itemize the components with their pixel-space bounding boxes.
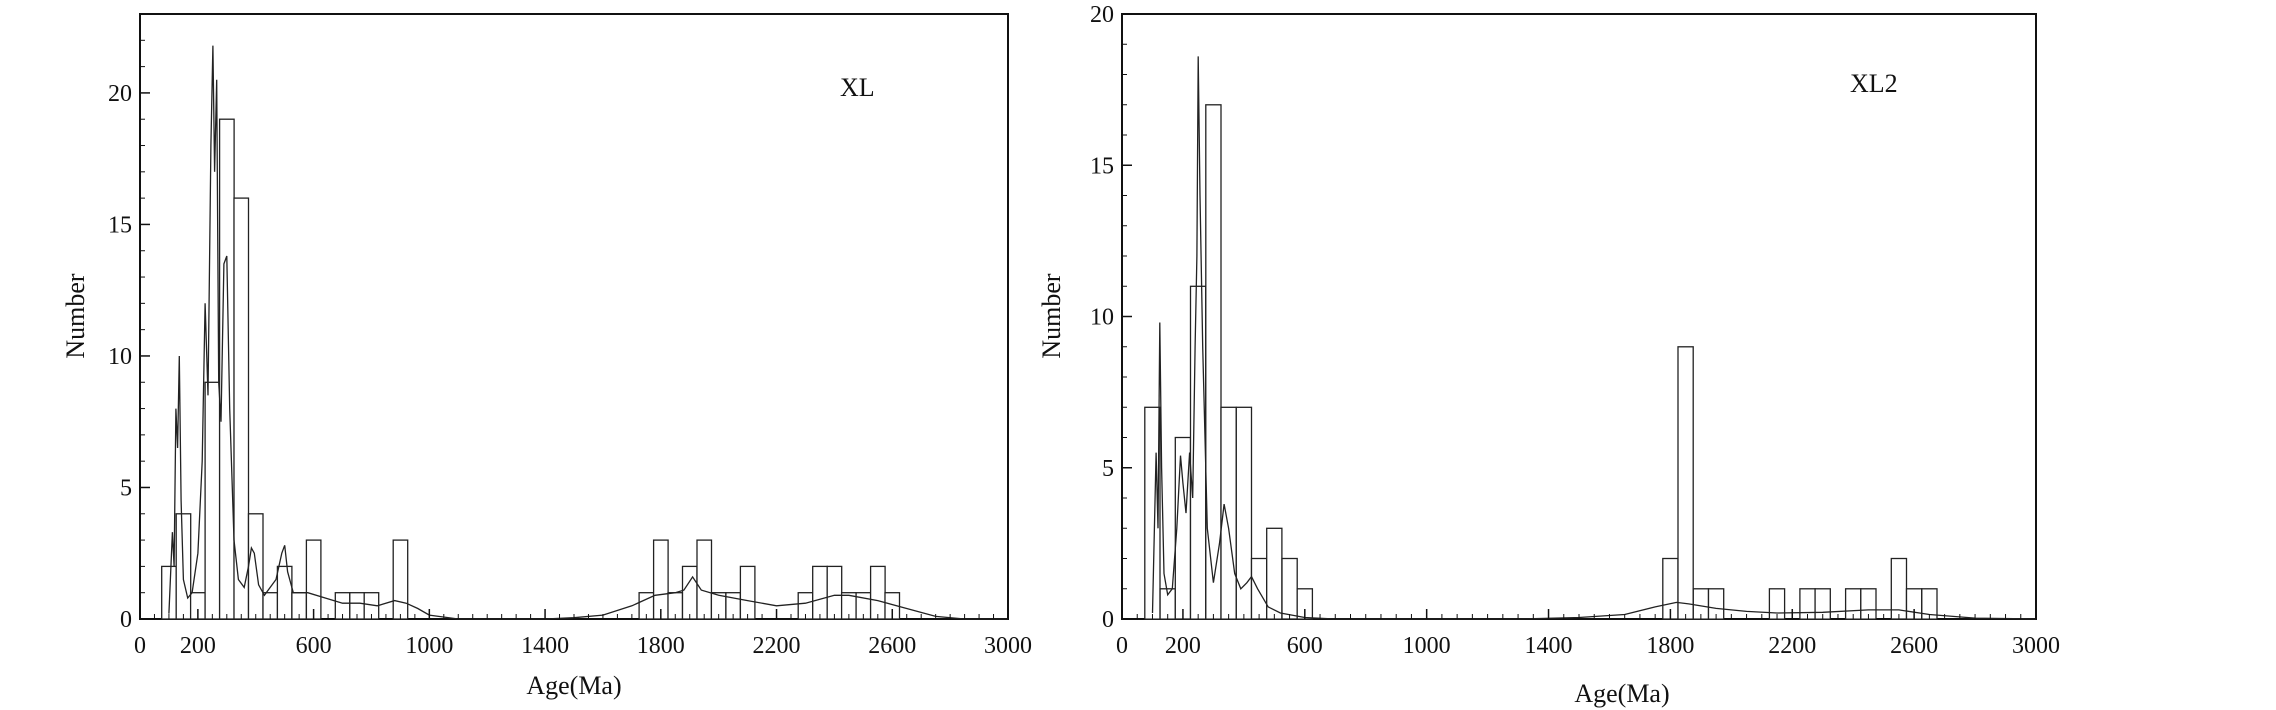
histogram-bar xyxy=(696,539,713,620)
density-curve xyxy=(168,45,1008,620)
histogram-bar xyxy=(1266,527,1283,620)
plot-frame xyxy=(1121,13,2037,620)
x-tick-label: 600 xyxy=(296,633,332,659)
y-tick-label: 15 xyxy=(108,212,132,238)
histogram-bar xyxy=(1677,346,1694,620)
x-tick-label: 3000 xyxy=(2012,633,2060,659)
axes: 0 200 600 1000 1400 1800 2200 2600 3000 0 5 10 15 20 xyxy=(108,39,1032,659)
x-axis-title: Age(Ma) xyxy=(526,671,621,700)
histogram-bar xyxy=(826,565,843,620)
density-curve xyxy=(1151,56,2037,620)
histogram-bar xyxy=(739,565,756,620)
y-tick-label: 10 xyxy=(108,344,132,370)
histogram-bar xyxy=(1205,104,1222,620)
y-axis-title: Number xyxy=(61,273,90,359)
x-tick-label: 1000 xyxy=(1403,633,1451,659)
panel-label: XL xyxy=(840,73,875,102)
histogram-bar xyxy=(681,565,698,620)
histogram-bar xyxy=(1281,557,1298,620)
y-tick-label: 20 xyxy=(108,81,132,107)
y-tick-label: 10 xyxy=(1090,305,1114,331)
x-tick-label: 1800 xyxy=(1646,633,1694,659)
histogram-bars xyxy=(161,118,901,620)
histogram-bar xyxy=(869,565,886,620)
x-tick-label: 200 xyxy=(180,633,216,659)
histogram-bar xyxy=(305,539,322,620)
y-tick-label: 0 xyxy=(120,607,132,633)
histogram-bar xyxy=(1860,588,1877,620)
y-tick-label: 5 xyxy=(120,475,132,501)
x-tick-label: 1400 xyxy=(1525,633,1573,659)
x-tick-label: 1800 xyxy=(637,633,685,659)
histogram-bar xyxy=(1235,406,1253,620)
y-tick-label: 15 xyxy=(1090,153,1114,179)
x-tick-label: 2200 xyxy=(1768,633,1816,659)
y-axis-title: Number xyxy=(1037,273,1066,359)
y-tick-label: 5 xyxy=(1102,456,1114,482)
x-tick-label: 0 xyxy=(134,633,146,659)
histogram-bar xyxy=(1707,588,1725,620)
histogram-bars xyxy=(1144,104,1938,620)
x-tick-label: 2200 xyxy=(753,633,801,659)
x-tick-label: 1400 xyxy=(521,633,569,659)
chart-panel-xl2: 0 200 600 1000 1400 1800 2200 2600 300005101520 … xyxy=(1037,2,2060,708)
histogram-bar xyxy=(1296,588,1314,620)
histogram-bar xyxy=(1768,588,1786,620)
histogram-bar xyxy=(204,381,221,620)
histogram-bar xyxy=(1921,588,1938,620)
axes: 0 200 600 1000 1400 1800 2200 2600 3000 0 5 10 15 20 xyxy=(1090,2,2060,659)
y-tick-label: 20 xyxy=(1090,2,1114,28)
x-tick-label: 200 xyxy=(1165,633,1201,659)
histogram-bar xyxy=(652,539,669,620)
plot-frame xyxy=(139,13,1009,620)
chart-panel-xl: 0 200 600 1000 1400 1800 2200 2600 300005101520 … xyxy=(61,13,1032,700)
histogram-bar xyxy=(392,539,409,620)
histogram-bar xyxy=(1174,436,1192,620)
x-tick-label: 0 xyxy=(1116,633,1128,659)
x-axis-title: Age(Ma) xyxy=(1574,679,1669,708)
panel-label: XL2 xyxy=(1850,69,1898,98)
histogram-bar xyxy=(1250,557,1268,620)
histogram-bar xyxy=(276,565,293,620)
x-tick-label: 3000 xyxy=(984,633,1032,659)
x-tick-label: 1000 xyxy=(405,633,453,659)
y-tick-label: 0 xyxy=(1102,607,1114,633)
x-tick-label: 2600 xyxy=(868,633,916,659)
x-tick-label: 600 xyxy=(1287,633,1323,659)
histogram-bar xyxy=(812,565,828,620)
x-tick-label: 2600 xyxy=(1890,633,1938,659)
